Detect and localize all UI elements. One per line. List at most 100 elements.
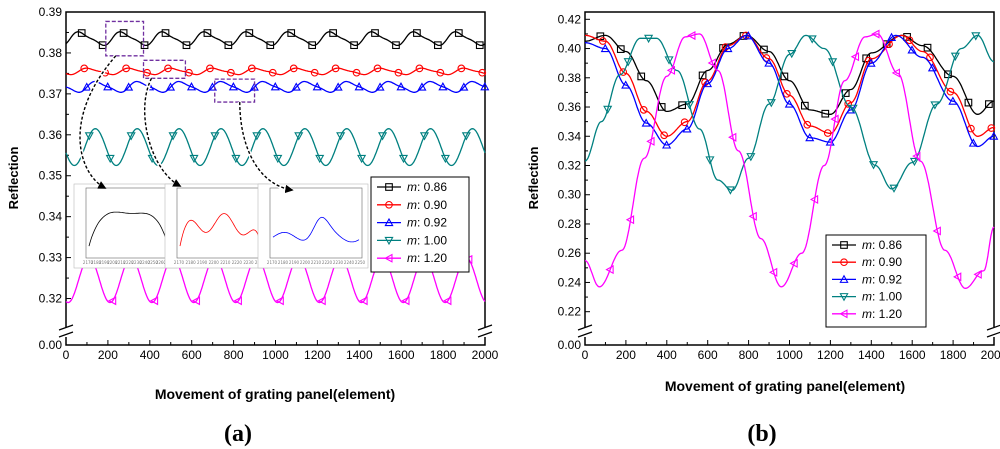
data-point [478,68,487,77]
legend-entry: m: 1.20 [377,251,447,265]
data-point [637,72,646,81]
data-point [660,131,668,140]
data-point [760,45,768,54]
data-point [807,35,817,44]
highlight-box [142,59,187,79]
x-tick-label: 1400 [346,348,373,362]
y-tick-label: 0.35 [39,169,63,183]
x-tick-label: 400 [140,348,160,362]
legend-label: m: 1.00 [407,233,447,247]
data-point [923,43,932,52]
data-point [821,109,830,118]
y-tick-label: 0.32 [558,159,582,173]
series-100 [65,128,486,167]
data-point [971,32,981,41]
y-tick-label: 0.40 [558,42,582,56]
data-point [828,58,838,67]
inset-tick-label: 2180 [278,260,289,265]
y-tick-label: 0.36 [39,128,63,142]
data-point [766,99,776,108]
data-point [891,68,900,78]
chart-b-series-group [584,29,999,289]
data-point [848,104,858,113]
data-point [930,101,940,110]
y-tick-label: 0.36 [558,100,582,114]
inset-tick-label: 2190 [99,260,110,265]
legend-label: m: 1.20 [407,251,447,265]
data-point [723,43,733,53]
inset-plot: 2170218021902200221022202230224022502260… [73,183,178,269]
chart-b: 0.00 0.22 0.24 0.26 0.28 0.30 0.32 0.34 0.36 0.38… [526,11,1000,447]
inset-tick-label: 2170 [83,260,94,265]
y-tick-label: 0.42 [558,12,582,26]
data-point [596,32,605,41]
data-point [639,105,648,114]
data-point [968,138,978,147]
data-point [680,118,689,127]
break-gap [478,327,492,337]
data-point [684,101,695,110]
data-point [80,64,89,73]
data-point [392,41,400,50]
data-point [687,30,696,41]
data-point [973,269,982,279]
legend-entry: m: 0.90 [377,198,447,212]
data-point [354,82,364,91]
x-tick-label: 1800 [430,348,457,362]
chart-b-x-label: Movement of grating panel(element) [665,378,905,394]
break-mark [477,331,493,338]
inset-tick-label: 2210 [115,260,126,265]
data-point [702,78,713,88]
data-point [275,296,284,306]
inset-tick-label: 2230 [333,260,344,265]
data-point [210,132,220,141]
inset-tick-label: 2230 [132,260,143,265]
data-point [725,186,735,195]
y-tick-label: 0.00 [558,338,582,352]
data-point [912,151,921,161]
x-tick-label: 1600 [899,348,926,362]
legend-entry: m: 0.86 [832,238,902,252]
legend-entry: m: 0.90 [832,255,902,269]
x-tick-label: 1000 [776,348,803,362]
x-tick-label: 0 [582,348,589,362]
x-tick-label: 200 [616,348,636,362]
y-tick-label: 0.26 [558,246,582,260]
chart-a-axis-break [58,324,493,338]
legend-marker [385,200,393,209]
series-086 [65,29,486,50]
data-point [480,82,490,91]
y-tick-label: 0.24 [558,275,582,289]
data-point [373,64,382,73]
y-tick-label: 0.33 [39,251,63,265]
x-tick-label: 2000 [981,348,1000,362]
data-point [646,136,655,146]
zoom-arrow [79,55,117,189]
highlight-box [214,78,256,103]
legend-entry: m: 1.00 [377,233,447,247]
data-point [800,101,809,110]
data-point [227,68,235,77]
data-point [413,29,421,37]
data-point [357,154,367,164]
data-point [182,41,191,50]
data-point [291,82,301,91]
chart-a-x-axis: 0 200 400 600 800 1000 1200 1400 1600 1800 2000 [63,340,499,362]
chart-a-highlight-boxes [105,20,256,103]
chart-a-panel-label: (a) [224,421,252,447]
legend-entry: m: 0.92 [832,272,902,286]
data-point [666,65,676,75]
x-tick-label: 600 [182,348,202,362]
legend-label: m: 1.00 [862,290,902,304]
legend-marker [384,217,394,227]
data-point [165,82,176,91]
data-point [434,41,442,50]
break-gap [578,327,592,337]
inset-background [164,183,269,269]
y-tick-label: 0.39 [39,5,63,19]
data-point [657,103,666,111]
legend-marker [839,309,848,319]
data-point [926,53,934,62]
x-tick-label: 1000 [262,348,289,362]
inset-tick-label: 2210 [311,260,322,265]
